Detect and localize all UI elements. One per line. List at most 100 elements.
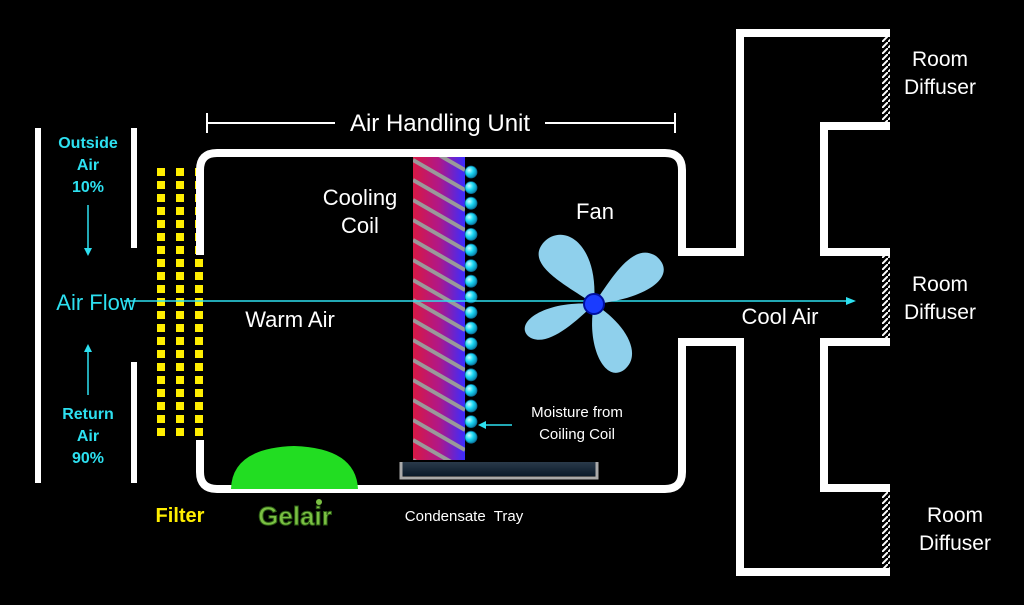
- water-droplet: [464, 321, 478, 335]
- condensate-tray: [399, 462, 599, 480]
- air-flow-arrow: [124, 297, 856, 305]
- filter-dot: [157, 363, 165, 371]
- cooling-coil-label-2: Coil: [341, 213, 379, 238]
- filter-dot: [176, 350, 184, 358]
- filter-dot: [176, 428, 184, 436]
- filter-dot: [176, 272, 184, 280]
- filter-dot: [176, 324, 184, 332]
- water-droplet: [464, 181, 478, 195]
- coil-fin: [413, 298, 465, 332]
- filter-dot: [195, 389, 203, 397]
- filter-dot: [157, 311, 165, 319]
- water-droplet: [464, 337, 478, 351]
- water-droplet: [464, 243, 478, 257]
- filter-dot: [195, 311, 203, 319]
- filter-dot: [195, 428, 203, 436]
- cooling-coil-label-1: Cooling: [323, 185, 398, 210]
- water-droplet: [464, 415, 478, 429]
- filter-dot: [157, 233, 165, 241]
- coil-fin: [413, 278, 465, 312]
- filter-dot: [176, 298, 184, 306]
- filter-dot: [157, 389, 165, 397]
- filter-dot: [157, 285, 165, 293]
- filter-dot: [176, 337, 184, 345]
- filter-dot: [157, 259, 165, 267]
- water-droplet: [464, 399, 478, 413]
- diffuser-3-line2: Diffuser: [919, 532, 991, 555]
- return-air-label: Return: [62, 406, 114, 423]
- filter-dot: [176, 415, 184, 423]
- filter-dot: [195, 376, 203, 384]
- filter-dot: [157, 402, 165, 410]
- condensate-droplets: [464, 165, 478, 444]
- return-air-label-2: Air: [77, 428, 99, 445]
- filter-dot: [176, 402, 184, 410]
- diffuser-grille-1: [882, 37, 890, 122]
- diffuser-2-line1: Room: [912, 273, 968, 296]
- warm-air-label: Warm Air: [245, 307, 335, 332]
- gelair-logo: Gelair: [258, 499, 332, 532]
- filter-dot: [157, 298, 165, 306]
- diffuser-1-line2: Diffuser: [904, 76, 976, 99]
- water-droplet: [464, 290, 478, 304]
- filter-dot: [157, 207, 165, 215]
- filter-dot: [157, 376, 165, 384]
- filter-dot: [195, 337, 203, 345]
- coil-fin: [413, 438, 452, 460]
- filter-dot: [176, 246, 184, 254]
- filter-dot: [195, 272, 203, 280]
- moisture-arrow: [478, 421, 512, 429]
- filter-dot: [176, 220, 184, 228]
- coil-fin: [413, 178, 465, 212]
- cooling-coil-fins: [413, 157, 465, 460]
- moisture-label-1: Moisture from: [531, 404, 623, 421]
- filter-dot: [176, 207, 184, 215]
- up-arrow-icon: [84, 344, 92, 395]
- outside-air-label: Outside: [58, 135, 118, 152]
- outside-air-pct: 10%: [72, 179, 104, 196]
- diffuser-3-line1: Room: [927, 504, 983, 527]
- coil-fin: [413, 338, 465, 372]
- coil-fin: [413, 378, 465, 412]
- filter-dot: [176, 194, 184, 202]
- fan-icon: [524, 234, 664, 373]
- filter-dot: [176, 259, 184, 267]
- diffuser-grille-3: [882, 492, 890, 568]
- coil-fin: [413, 158, 465, 192]
- water-droplet: [464, 274, 478, 288]
- filter-dot: [195, 402, 203, 410]
- coil-fin: [413, 398, 465, 432]
- coil-fin: [413, 258, 465, 292]
- coil-fin: [413, 238, 465, 272]
- tray-label: Condensate Tray: [405, 508, 524, 525]
- filter-dot: [195, 324, 203, 332]
- filter-dot: [176, 285, 184, 293]
- coil-fin: [413, 218, 465, 252]
- filter-dot: [157, 415, 165, 423]
- gel-dome: [231, 446, 358, 489]
- water-droplet: [464, 305, 478, 319]
- water-droplet: [464, 352, 478, 366]
- water-droplet: [464, 430, 478, 444]
- coil-fin: [413, 198, 465, 232]
- filter-dot: [176, 311, 184, 319]
- filter-dot: [157, 220, 165, 228]
- filter-dot: [157, 272, 165, 280]
- air-flow-label: Air Flow: [56, 290, 136, 315]
- filter-dot: [195, 298, 203, 306]
- svg-text:Gelair: Gelair: [258, 501, 332, 531]
- down-arrow-icon: [84, 205, 92, 256]
- filter-dot: [157, 324, 165, 332]
- coil-fin: [413, 358, 465, 392]
- inlet-walls: [35, 128, 137, 483]
- filter-dot: [195, 285, 203, 293]
- filter-dot: [157, 181, 165, 189]
- filter-dot: [176, 168, 184, 176]
- filter-dot: [157, 350, 165, 358]
- filter-dot: [176, 376, 184, 384]
- water-droplet: [464, 383, 478, 397]
- filter-dot: [195, 415, 203, 423]
- cool-air-label: Cool Air: [741, 304, 818, 329]
- filter-dot: [157, 194, 165, 202]
